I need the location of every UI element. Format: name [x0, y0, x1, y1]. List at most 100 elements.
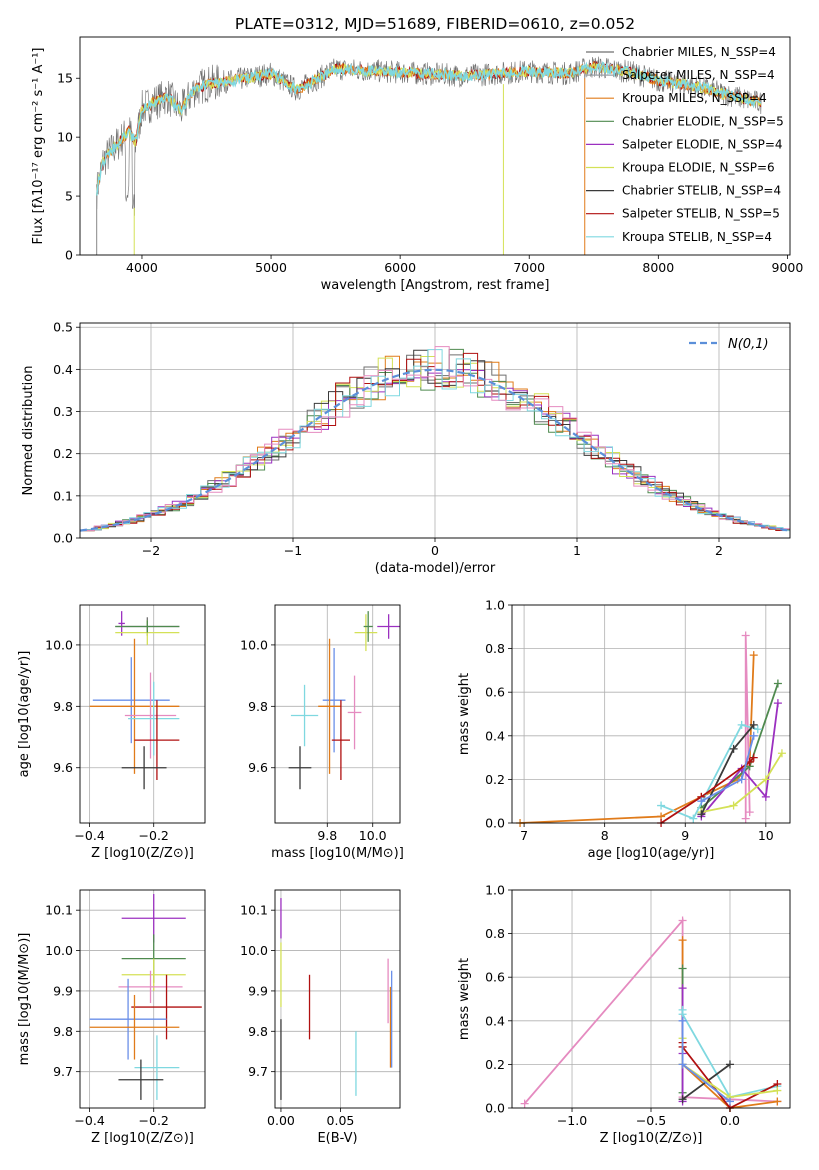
y-tick-label: 9.8 [53, 699, 73, 714]
x-tick-label: 0.05 [327, 1113, 355, 1128]
y-tick-label: 10.0 [45, 943, 73, 958]
weight-marker [749, 731, 758, 740]
errorbar-point [134, 1035, 180, 1100]
y-axis-label: mass weight [457, 673, 472, 755]
weight-marker [749, 753, 758, 762]
y-tick-label: 0.8 [485, 926, 505, 941]
y-tick-label: 9.9 [53, 983, 73, 998]
panel-spectrum: 4000 5000 6000 7000 8000 9000 0 5 10 15 wavelength… [31, 36, 803, 293]
y-tick-label: 0.4 [485, 728, 505, 743]
y-axis-label: Normed distribution [21, 366, 36, 496]
errorbar-point [89, 638, 180, 774]
y-tick-label: 0.2 [53, 446, 73, 461]
weight-marker [745, 808, 754, 817]
y-axis-label: Flux [fλ10⁻¹⁷ erg cm⁻² s⁻¹ A⁻¹] [31, 48, 46, 245]
legend-label: Kroupa ELODIE, N_SSP=6 [622, 161, 775, 175]
x-tick-label: −0.2 [139, 1113, 169, 1128]
y-tick-label: 10.0 [45, 637, 73, 652]
normal-curve [79, 368, 791, 532]
weight-series-line [700, 702, 779, 818]
axes-frame [79, 36, 791, 256]
x-tick-label: 0.0 [720, 1113, 740, 1128]
spectrum-legend: Chabrier MILES, N_SSP=4 Salpeter MILES, N… [586, 45, 784, 244]
weight-marker [678, 1060, 687, 1069]
weight-marker [678, 916, 687, 925]
y-axis-label: age [log10(age/yr)] [17, 651, 32, 778]
errorbar-point [322, 647, 346, 753]
weight-marker [689, 814, 698, 823]
y-tick-label: 0 [65, 248, 73, 263]
x-tick-label: −1 [284, 543, 302, 558]
model-fit-line [96, 61, 762, 196]
plot-area-ebv_mass [280, 898, 393, 1100]
figure-title: PLATE=0312, MJD=51689, FIBERID=0610, z=0… [235, 15, 635, 33]
errorbar-point [347, 675, 362, 750]
x-tick-label: 9 [681, 828, 689, 843]
x-tick-label: 7 [520, 828, 528, 843]
panel-z_mass: −0.4 −0.2 9.7 9.8 9.9 10.0 10.1 Z [log10(Z/Z⊙)]… [17, 889, 206, 1146]
y-tick-label: 10.0 [240, 943, 268, 958]
y-tick-label: 9.9 [248, 983, 268, 998]
errorbar-point [363, 611, 373, 642]
errorbar-point [124, 672, 177, 759]
weight-marker [753, 725, 762, 734]
legend-label: Chabrier STELIB, N_SSP=4 [622, 184, 781, 198]
weight-marker [761, 775, 770, 784]
y-tick-label: 9.8 [248, 1024, 268, 1039]
errorbar-point [92, 657, 170, 744]
x-tick-label: −0.5 [636, 1113, 666, 1128]
legend-label: Kroupa MILES, N_SSP=4 [622, 91, 767, 105]
plot-area-mass_age [288, 611, 400, 790]
weight-marker [773, 699, 782, 708]
x-tick-label: 9.8 [317, 828, 337, 843]
x-tick-label: 1 [573, 543, 581, 558]
y-tick-label: 10 [57, 130, 73, 145]
legend-label: Salpeter STELIB, N_SSP=5 [622, 207, 780, 221]
y-tick-label: 0.0 [53, 531, 73, 546]
x-axis-label: wavelength [Angstrom, rest frame] [321, 278, 550, 293]
y-tick-label: 0.6 [485, 970, 505, 985]
x-tick-label: −1.0 [557, 1113, 587, 1128]
axes-frame [79, 604, 206, 824]
x-tick-label: 7000 [513, 260, 545, 275]
y-tick-label: 1.0 [485, 598, 505, 613]
y-tick-label: 10.1 [45, 903, 73, 918]
x-tick-label: 0 [431, 543, 439, 558]
y-tick-label: 1.0 [485, 883, 505, 898]
x-tick-label: −0.4 [74, 1113, 104, 1128]
errorbar-point [134, 700, 180, 781]
weight-marker [749, 720, 758, 729]
x-tick-label: 2 [715, 543, 723, 558]
axes-frame [511, 889, 791, 1109]
weight-marker [657, 801, 666, 810]
weight-marker [761, 792, 770, 801]
weight-marker [741, 631, 750, 640]
y-axis-label: mass weight [457, 958, 472, 1040]
weight-series-line [681, 1020, 731, 1103]
legend-label: Kroupa STELIB, N_SSP=4 [622, 230, 772, 244]
plot-area-residuals [79, 346, 791, 532]
weight-marker [777, 749, 786, 758]
legend-label: Salpeter MILES, N_SSP=4 [622, 68, 775, 82]
panel-age_weight: 7 8 9 10 0.0 0.2 0.4 0.6 0.8 1.0 age [log10(age/yr… [457, 598, 791, 861]
errorbar-point [118, 611, 125, 636]
y-tick-label: 9.7 [53, 1064, 73, 1079]
errorbar-point [121, 746, 167, 790]
errorbar-point [121, 958, 186, 991]
y-tick-label: 15 [57, 71, 73, 86]
weight-series-line [520, 655, 755, 824]
panel-ebv_mass: 0.00 0.05 9.7 9.8 9.9 10.0 10.1 E(B-V) [240, 889, 401, 1146]
weight-marker [678, 1095, 687, 1104]
x-tick-label: 10 [758, 828, 774, 843]
y-tick-label: 0.5 [53, 320, 73, 335]
weight-marker [725, 1097, 734, 1106]
weight-marker [697, 810, 706, 819]
plot-area-spectrum [96, 56, 762, 255]
weight-marker [678, 984, 687, 993]
panel-residuals: −2 −1 0 1 2 0.0 0.1 0.2 0.3 0.4 0.5 (data-model)/er… [21, 320, 791, 576]
x-tick-label: −2 [142, 543, 160, 558]
y-tick-label: 0.4 [53, 362, 73, 377]
weight-marker [773, 1097, 782, 1106]
legend-label: Chabrier ELODIE, N_SSP=5 [622, 114, 784, 128]
weight-marker [773, 679, 782, 688]
